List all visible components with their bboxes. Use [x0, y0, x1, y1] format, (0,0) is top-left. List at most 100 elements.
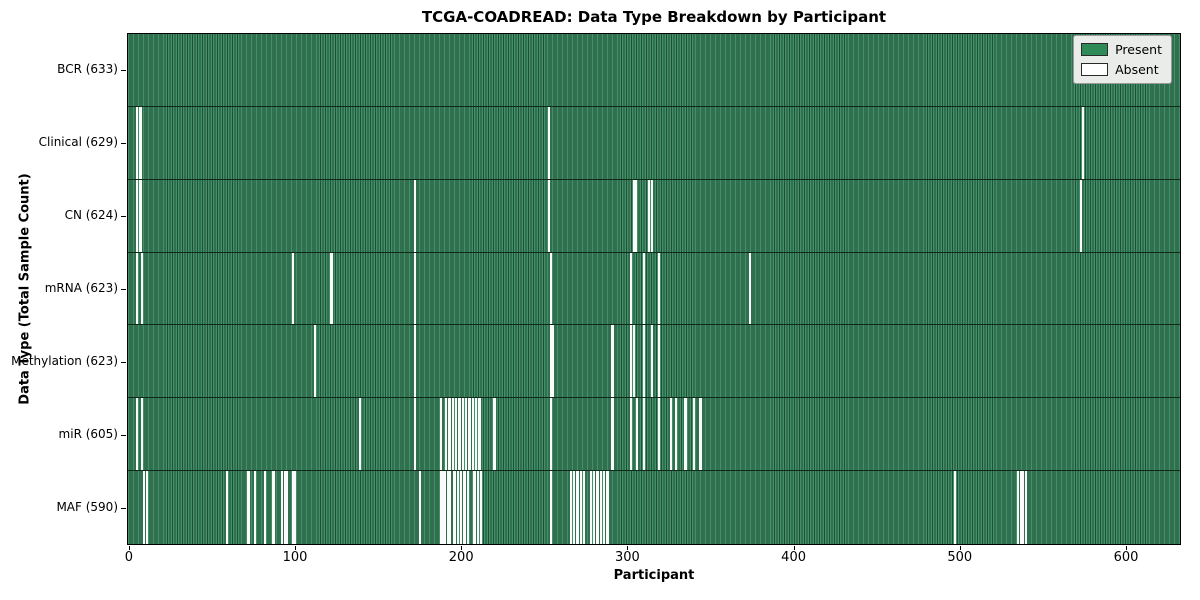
absent-stripe	[599, 471, 602, 544]
absent-stripe	[413, 325, 416, 398]
heatmap-row-bcr	[128, 34, 1180, 107]
absent-stripe	[330, 252, 333, 325]
absent-stripe	[413, 252, 416, 325]
absent-stripe	[476, 471, 479, 544]
absent-stripe	[548, 179, 551, 252]
absent-stripe	[569, 471, 572, 544]
absent-stripe	[579, 471, 582, 544]
absent-stripe	[280, 471, 283, 544]
x-tick-mark	[1125, 546, 1127, 550]
absent-stripe	[549, 471, 553, 544]
absent-stripe	[413, 398, 416, 471]
absent-stripe	[684, 398, 687, 471]
x-tick-label: 500	[947, 550, 973, 565]
x-tick-label: 100	[282, 550, 308, 565]
absent-stripe	[272, 471, 275, 544]
absent-stripe	[446, 471, 449, 544]
legend-present-swatch	[1081, 43, 1109, 56]
absent-stripe	[1016, 471, 1020, 544]
absent-stripe	[651, 325, 654, 398]
legend: Present Absent	[1073, 35, 1172, 84]
legend-absent-label: Absent	[1115, 62, 1159, 77]
y-tick-mark	[121, 70, 126, 72]
absent-stripe	[136, 106, 139, 179]
absent-stripe	[629, 325, 632, 398]
x-tick-mark	[295, 546, 297, 550]
absent-stripe	[632, 325, 636, 398]
x-tick-mark	[128, 546, 130, 550]
absent-stripe	[642, 252, 646, 325]
absent-stripe	[611, 398, 614, 471]
legend-item-absent: Absent	[1081, 62, 1162, 77]
absent-stripe	[548, 106, 551, 179]
absent-stripe	[461, 398, 464, 471]
absent-stripe	[1080, 179, 1083, 252]
absent-stripe	[440, 471, 443, 544]
absent-stripe	[549, 325, 553, 398]
absent-stripe	[583, 471, 586, 544]
y-tick-label: CN (624)	[64, 208, 118, 223]
x-tick-label: 400	[781, 550, 806, 565]
x-tick-mark	[461, 546, 463, 550]
absent-stripe	[283, 471, 287, 544]
absent-stripe	[1081, 106, 1084, 179]
heatmap-row-mrna	[128, 252, 1180, 326]
absent-stripe	[593, 471, 596, 544]
heatmap-row-cn	[128, 179, 1180, 253]
absent-stripe	[225, 471, 228, 544]
x-tick-label: 200	[448, 550, 474, 565]
y-tick-label: BCR (633)	[57, 62, 118, 77]
absent-stripe	[611, 325, 614, 398]
absent-stripe	[455, 398, 458, 471]
absent-stripe	[443, 471, 446, 544]
absent-stripe	[254, 471, 257, 544]
absent-stripe	[136, 398, 139, 471]
x-tick-mark	[959, 546, 961, 550]
absent-stripe	[642, 325, 646, 398]
y-tick-mark	[121, 289, 126, 290]
y-tick-label: mRNA (623)	[44, 281, 118, 295]
absent-stripe	[293, 471, 297, 544]
absent-stripe	[749, 252, 752, 325]
absent-stripe	[458, 398, 461, 471]
absent-stripe	[418, 471, 421, 544]
absent-stripe	[953, 471, 956, 544]
absent-stripe	[1021, 471, 1025, 544]
absent-stripe	[603, 471, 606, 544]
absent-stripe	[141, 252, 144, 325]
absent-stripe	[589, 471, 592, 544]
y-tick-mark	[121, 507, 126, 509]
absent-stripe	[136, 179, 139, 252]
x-tick-label: 0	[124, 550, 133, 565]
absent-stripe	[473, 471, 476, 544]
absent-stripe	[629, 252, 632, 325]
absent-stripe	[141, 398, 144, 471]
absent-stripe	[606, 471, 609, 544]
absent-stripe	[636, 398, 639, 471]
absent-stripe	[1020, 471, 1023, 544]
absent-stripe	[451, 398, 454, 471]
absent-stripe	[669, 398, 672, 471]
absent-stripe	[657, 252, 661, 325]
absent-stripe	[674, 398, 677, 471]
absent-stripe	[292, 252, 295, 325]
absent-stripe	[642, 398, 646, 471]
absent-stripe	[475, 398, 478, 471]
y-tick-mark	[121, 216, 126, 218]
absent-stripe	[468, 398, 471, 471]
absent-stripe	[657, 398, 661, 471]
x-tick-label: 600	[1113, 550, 1139, 565]
absent-stripe	[139, 179, 142, 252]
absent-stripe	[142, 471, 145, 544]
heatmap-row-methylation	[128, 325, 1180, 399]
absent-stripe	[573, 471, 576, 544]
absent-stripe	[576, 471, 579, 544]
absent-stripe	[448, 471, 451, 544]
y-tick-label: Clinical (629)	[38, 135, 118, 150]
absent-stripe	[549, 252, 553, 325]
absent-stripe	[285, 471, 288, 544]
heatmap-row-clinical	[128, 106, 1180, 180]
y-tick-mark	[121, 434, 126, 436]
y-tick-mark	[121, 361, 126, 363]
absent-stripe	[146, 471, 149, 544]
